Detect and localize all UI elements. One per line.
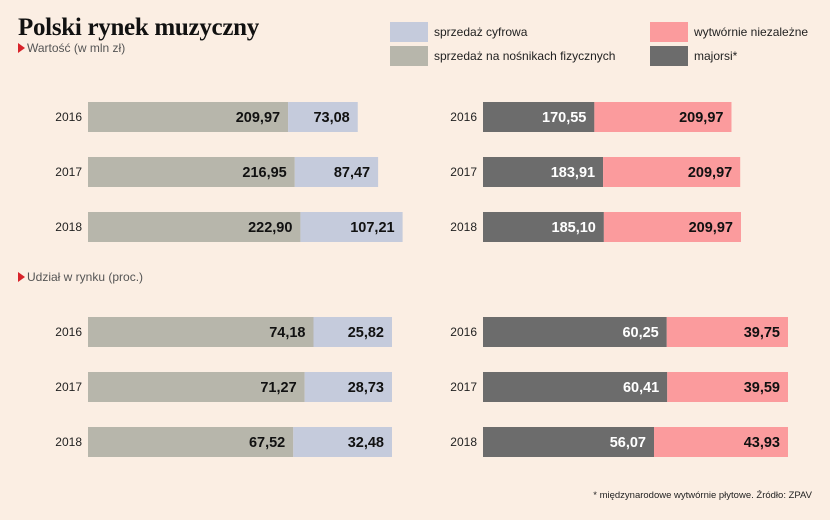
chart-title: Polski rynek muzyczny bbox=[18, 14, 259, 41]
bar-segment bbox=[313, 317, 392, 347]
data-label: 209,97 bbox=[236, 110, 280, 126]
legend-swatch-physical bbox=[390, 46, 428, 66]
year-label: 2018 bbox=[450, 435, 477, 449]
legend-label-digital: sprzedaż cyfrowa bbox=[434, 25, 528, 39]
bar-segment bbox=[288, 102, 358, 132]
year-label: 2016 bbox=[55, 110, 82, 124]
data-label: 209,97 bbox=[679, 110, 723, 126]
year-label: 2018 bbox=[55, 435, 82, 449]
bar-segment bbox=[300, 212, 403, 242]
year-label: 2016 bbox=[450, 325, 477, 339]
bar-segment bbox=[483, 157, 604, 187]
data-label: 87,47 bbox=[334, 165, 370, 181]
data-label: 222,90 bbox=[248, 220, 292, 236]
chart-2: 2016 170,55 209,97 2017 183,91 209,97 2018 185,… bbox=[450, 102, 741, 242]
bar-segment bbox=[88, 427, 294, 457]
bar-segment bbox=[88, 102, 289, 132]
data-label: 25,82 bbox=[348, 325, 384, 341]
year-label: 2017 bbox=[55, 380, 82, 394]
year-label: 2018 bbox=[55, 220, 82, 234]
bar-segment bbox=[88, 372, 305, 402]
year-label: 2016 bbox=[450, 110, 477, 124]
data-label: 185,10 bbox=[552, 220, 596, 236]
bar-segment bbox=[667, 372, 788, 402]
chart-1: 2016 209,97 73,08 2017 216,95 87,47 2018 222,90… bbox=[55, 102, 403, 242]
year-label: 2017 bbox=[55, 165, 82, 179]
section-label-share-text: Udział w rynku (proc.) bbox=[27, 270, 144, 284]
chart-3: 2016 74,18 25,82 2017 71,27 28,73 2018 67,52 32,… bbox=[55, 317, 392, 457]
red-triangle-icon bbox=[18, 43, 25, 53]
legend-label-majors: majorsi* bbox=[694, 49, 738, 63]
data-label: 43,93 bbox=[744, 435, 780, 451]
legend-swatch-independent bbox=[650, 22, 688, 42]
legend-swatch-digital bbox=[390, 22, 428, 42]
legend-swatch-majors bbox=[650, 46, 688, 66]
footnote: * międzynarodowe wytwórnie płytowe. Źród… bbox=[593, 490, 812, 501]
bar-segment bbox=[483, 372, 668, 402]
data-label: 216,95 bbox=[242, 165, 286, 181]
year-label: 2018 bbox=[450, 220, 477, 234]
bar-segment bbox=[294, 157, 379, 187]
data-label: 56,07 bbox=[610, 435, 646, 451]
data-label: 39,75 bbox=[744, 325, 780, 341]
legend-item-physical: sprzedaż na nośnikach fizycznych bbox=[390, 46, 615, 66]
section-label-value-text: Wartość (w mln zł) bbox=[27, 41, 126, 55]
bar-segment bbox=[594, 102, 732, 132]
bar-segment bbox=[293, 427, 392, 457]
bar-segment bbox=[88, 212, 301, 242]
bar-segment bbox=[483, 102, 595, 132]
bar-segment bbox=[88, 317, 314, 347]
bar-segment bbox=[603, 157, 741, 187]
data-label: 60,41 bbox=[623, 380, 659, 396]
data-label: 209,97 bbox=[688, 165, 732, 181]
data-label: 60,25 bbox=[622, 325, 658, 341]
section-label-value: Wartość (w mln zł) bbox=[18, 41, 125, 55]
data-label: 74,18 bbox=[269, 325, 305, 341]
bar-segment bbox=[666, 317, 788, 347]
chart-4: 2016 60,25 39,75 2017 60,41 39,59 2018 56,07 43,… bbox=[450, 317, 788, 457]
year-label: 2017 bbox=[450, 165, 477, 179]
bar-segment bbox=[483, 212, 604, 242]
data-label: 183,91 bbox=[551, 165, 595, 181]
legend-item-independent: wytwórnie niezależne bbox=[650, 22, 808, 42]
bar-segment bbox=[603, 212, 741, 242]
bar-segment bbox=[654, 427, 788, 457]
bar-segment bbox=[483, 427, 655, 457]
data-label: 28,73 bbox=[348, 380, 384, 396]
data-label: 209,97 bbox=[689, 220, 733, 236]
legend-item-digital: sprzedaż cyfrowa bbox=[390, 22, 527, 42]
red-triangle-icon bbox=[18, 272, 25, 282]
data-label: 32,48 bbox=[348, 435, 384, 451]
legend-label-independent: wytwórnie niezależne bbox=[694, 25, 809, 39]
data-label: 73,08 bbox=[313, 110, 349, 126]
section-label-share: Udział w rynku (proc.) bbox=[18, 270, 143, 284]
data-label: 71,27 bbox=[260, 380, 296, 396]
data-label: 170,55 bbox=[542, 110, 586, 126]
year-label: 2016 bbox=[55, 325, 82, 339]
data-label: 67,52 bbox=[249, 435, 285, 451]
legend-item-majors: majorsi* bbox=[650, 46, 737, 66]
bar-segment bbox=[88, 157, 295, 187]
bar-segment bbox=[483, 317, 667, 347]
legend-label-physical: sprzedaż na nośnikach fizycznych bbox=[434, 49, 616, 63]
year-label: 2017 bbox=[450, 380, 477, 394]
data-label: 107,21 bbox=[350, 220, 394, 236]
data-label: 39,59 bbox=[744, 380, 780, 396]
bar-segment bbox=[304, 372, 392, 402]
